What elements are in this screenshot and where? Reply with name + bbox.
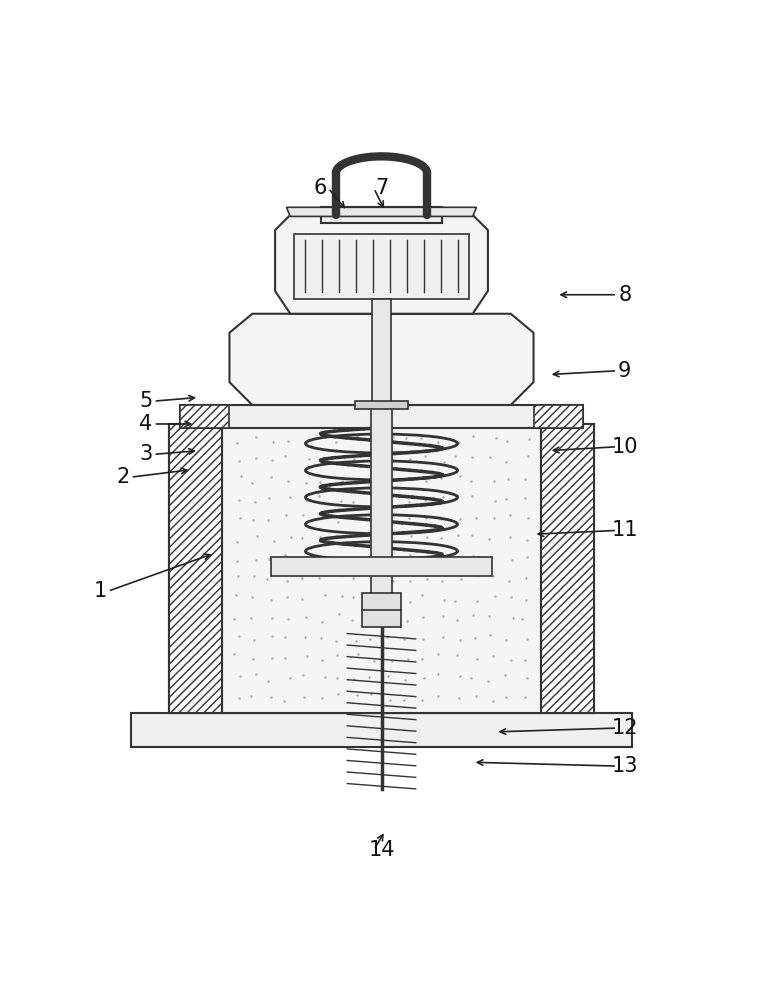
Text: 13: 13 (611, 756, 638, 776)
FancyBboxPatch shape (372, 299, 391, 405)
FancyBboxPatch shape (320, 207, 443, 223)
Text: 4: 4 (139, 414, 153, 434)
Polygon shape (533, 405, 583, 428)
FancyBboxPatch shape (222, 424, 541, 713)
FancyBboxPatch shape (272, 557, 491, 576)
Polygon shape (286, 207, 477, 216)
Text: 9: 9 (618, 361, 632, 381)
Polygon shape (230, 314, 533, 405)
FancyBboxPatch shape (355, 401, 408, 409)
Text: 5: 5 (139, 391, 153, 411)
Text: 1: 1 (94, 581, 107, 601)
FancyBboxPatch shape (180, 405, 583, 428)
FancyBboxPatch shape (294, 234, 469, 299)
FancyBboxPatch shape (371, 405, 392, 606)
Polygon shape (541, 424, 594, 713)
Polygon shape (169, 424, 222, 713)
Text: 3: 3 (139, 444, 153, 464)
Text: 2: 2 (117, 467, 130, 487)
FancyBboxPatch shape (169, 424, 594, 713)
FancyBboxPatch shape (362, 593, 401, 627)
Text: 14: 14 (369, 840, 394, 860)
Text: 8: 8 (618, 285, 631, 305)
Text: 12: 12 (611, 718, 638, 738)
Polygon shape (180, 405, 230, 428)
Text: 7: 7 (375, 178, 388, 198)
Text: 11: 11 (611, 520, 638, 540)
Text: 6: 6 (314, 178, 327, 198)
Text: 10: 10 (611, 437, 638, 457)
Polygon shape (275, 215, 488, 314)
FancyBboxPatch shape (130, 713, 633, 747)
